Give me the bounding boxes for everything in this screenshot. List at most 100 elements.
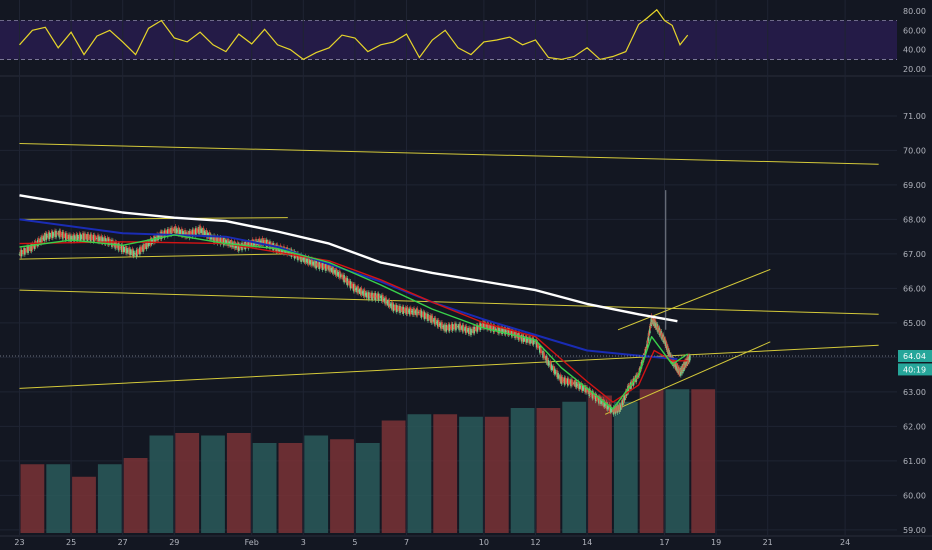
candle-body [360, 287, 363, 296]
candle-body [310, 260, 312, 265]
candle-body [41, 235, 43, 243]
candle-body [176, 229, 179, 233]
candle-body [304, 255, 307, 264]
candle-body [172, 229, 175, 232]
candle-body [101, 237, 104, 244]
candle-body [330, 268, 333, 271]
candle-body [179, 231, 182, 234]
candle-body [204, 232, 207, 235]
candle-body [191, 229, 194, 237]
candle-body [550, 364, 553, 371]
rsi-line [19, 8, 689, 61]
candle-body [45, 233, 48, 240]
price-tick-label: 61.00 [903, 457, 926, 466]
trendline [19, 217, 288, 220]
candle-body [353, 284, 355, 292]
candle-body [129, 249, 132, 255]
volume-bar [588, 395, 612, 533]
candle-body [489, 324, 492, 331]
candle-body [406, 307, 409, 315]
candle-body [227, 238, 229, 246]
candle-body [420, 310, 423, 318]
candle-body [404, 307, 407, 313]
candle-body [480, 325, 483, 327]
candle-body [76, 234, 79, 241]
candle-body [226, 240, 228, 245]
candle-body [358, 289, 360, 292]
candle-body [44, 232, 47, 240]
candle-body [394, 304, 397, 311]
candle-body [557, 372, 559, 379]
candle-body [597, 397, 599, 400]
candle-body [443, 324, 445, 331]
candle-body [59, 230, 62, 237]
candle-body [486, 322, 488, 330]
candle-body [307, 257, 310, 265]
volume-bar [97, 464, 122, 533]
candle-body [370, 292, 372, 299]
candle-body [546, 357, 549, 364]
candle-body [175, 228, 178, 234]
candle-body [198, 226, 200, 235]
candle-body [116, 245, 119, 247]
candle-body [152, 239, 154, 242]
candle-body [537, 346, 540, 348]
candle-body [446, 327, 449, 329]
candle-body [19, 249, 22, 257]
candle-body [221, 239, 224, 243]
candle-body [177, 227, 180, 235]
candle-body [405, 308, 408, 315]
candle-body [579, 385, 582, 388]
candle-body [87, 233, 90, 240]
candle-body [200, 228, 202, 233]
candle-body [503, 327, 506, 334]
candle-body [192, 229, 195, 235]
candle-body [265, 239, 268, 248]
candle-body [84, 233, 86, 240]
candle-body [496, 329, 498, 331]
time-tick-label: 24 [840, 538, 850, 547]
trendline [617, 268, 771, 331]
time-tick-label: 17 [659, 538, 669, 547]
candle-body [399, 305, 401, 314]
candle-body [619, 405, 622, 410]
candle-body [590, 392, 593, 395]
candle-body [456, 326, 458, 327]
price-tick-label: 62.00 [903, 422, 926, 431]
candle-body [95, 237, 97, 239]
candle-body [53, 234, 55, 236]
rsi-tick-label: 40.00 [903, 46, 926, 55]
candle-body [341, 275, 343, 278]
candle-body [461, 325, 464, 332]
candle-body [314, 259, 316, 268]
candle-body [500, 326, 502, 334]
candle-body [364, 293, 367, 296]
candle-body [623, 395, 626, 401]
candle-body [483, 321, 485, 329]
candle-body [249, 242, 252, 246]
candle-body [264, 240, 267, 245]
candle-body [407, 310, 410, 312]
candle-body [606, 404, 609, 410]
candle-body [453, 326, 455, 328]
candle-body [664, 338, 667, 347]
candle-body [403, 309, 406, 311]
candle-body [442, 326, 444, 328]
volume-bar [407, 414, 432, 533]
candle-body [181, 228, 183, 237]
candle-body [441, 322, 443, 329]
candle-body [98, 236, 100, 243]
candle-body [368, 292, 370, 300]
candle-body [34, 240, 37, 248]
candle-body [224, 239, 226, 244]
candle-body [130, 251, 133, 253]
candle-body [196, 228, 198, 234]
candle-body [512, 329, 514, 336]
candle-body [541, 351, 543, 353]
candle-body [578, 383, 581, 390]
candle-body [199, 225, 201, 234]
candle-body [164, 230, 167, 236]
price-tick-label: 67.00 [903, 250, 926, 259]
volume-bar [252, 443, 277, 533]
